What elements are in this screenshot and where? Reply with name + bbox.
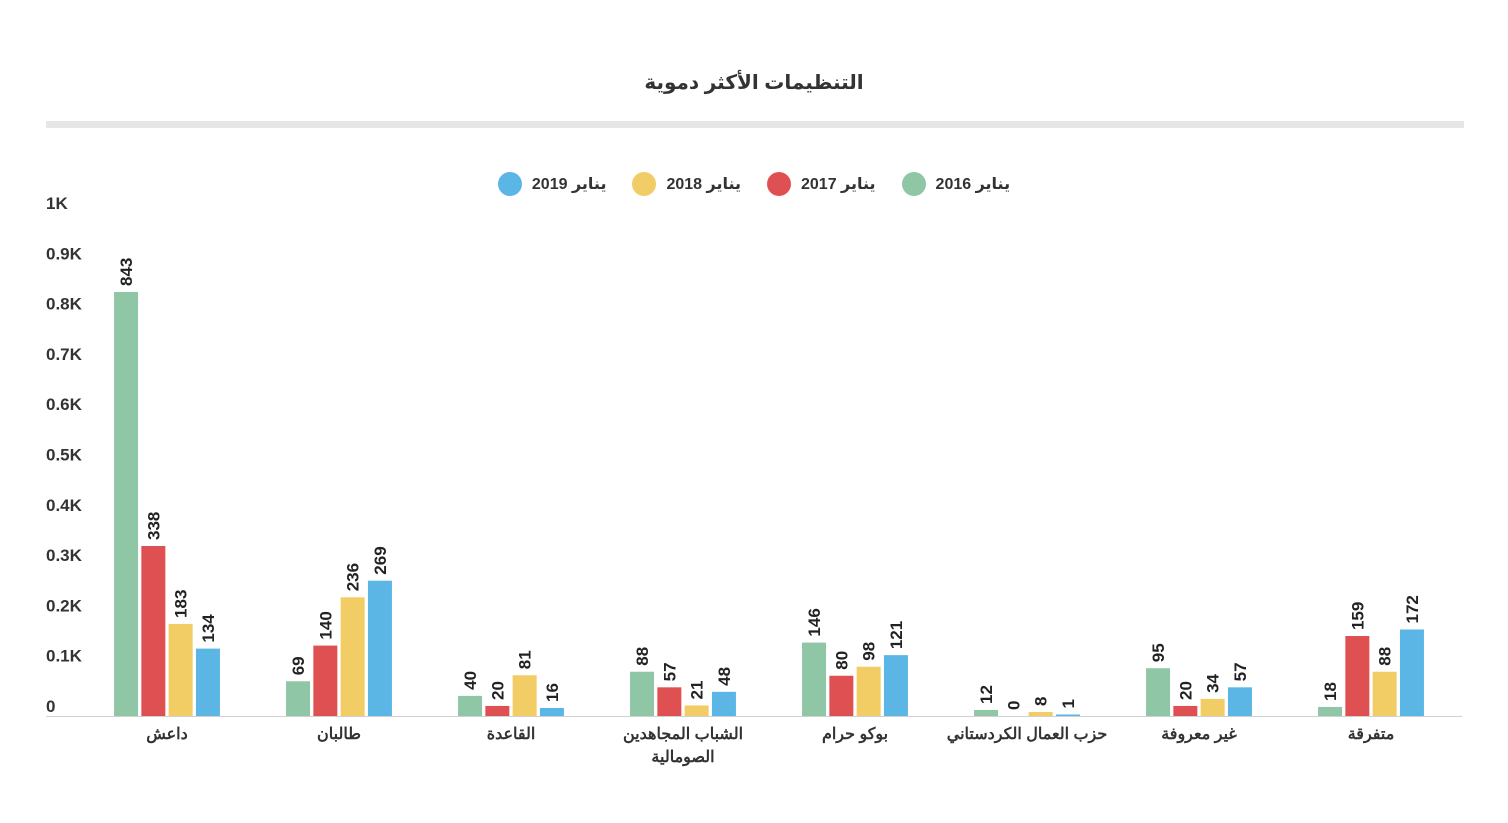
data-label: 140 bbox=[316, 611, 335, 639]
bar[interactable] bbox=[1318, 706, 1343, 716]
data-label: 21 bbox=[688, 681, 707, 700]
legend-marker bbox=[632, 172, 657, 196]
data-label: 146 bbox=[805, 608, 824, 636]
bar[interactable] bbox=[367, 580, 392, 716]
y-tick-label: 0 bbox=[46, 697, 55, 716]
x-tick-label: متفرقة bbox=[1348, 726, 1395, 744]
y-tick-label: 0.7K bbox=[46, 345, 83, 364]
bar[interactable] bbox=[856, 666, 881, 716]
legend-marker bbox=[497, 172, 522, 196]
y-tick-label: 0.6K bbox=[46, 395, 83, 414]
data-label: 69 bbox=[289, 656, 308, 675]
bar[interactable] bbox=[829, 675, 854, 716]
bar[interactable] bbox=[286, 681, 311, 716]
legend-item-2017[interactable]: يناير 2017 bbox=[767, 172, 876, 196]
data-label: 8 bbox=[1032, 697, 1051, 706]
bar[interactable] bbox=[974, 709, 999, 716]
bar[interactable] bbox=[195, 648, 220, 716]
x-tick-label: طالبان bbox=[317, 726, 361, 743]
y-tick-label: 0.2K bbox=[46, 596, 83, 615]
bar[interactable] bbox=[1028, 711, 1053, 716]
data-label: 159 bbox=[1348, 602, 1367, 630]
data-label: 12 bbox=[977, 685, 996, 704]
x-tick-label: القاعدة bbox=[487, 726, 536, 743]
legend-label: يناير 2017 bbox=[801, 176, 876, 193]
x-tick-label: بوكو حرام bbox=[822, 726, 888, 744]
bar[interactable] bbox=[711, 691, 736, 716]
bar[interactable] bbox=[1055, 714, 1080, 717]
bar[interactable] bbox=[340, 597, 365, 716]
bar[interactable] bbox=[168, 623, 193, 716]
data-label: 98 bbox=[860, 642, 879, 661]
bar[interactable] bbox=[141, 545, 166, 716]
data-label: 80 bbox=[832, 651, 851, 670]
bar[interactable] bbox=[1200, 698, 1225, 716]
data-label: 57 bbox=[660, 662, 679, 681]
data-label: 40 bbox=[461, 671, 480, 690]
chart-legend: يناير 2016 يناير 2017 يناير 2018 يناير 2… bbox=[0, 172, 1508, 196]
legend-label: يناير 2019 bbox=[531, 176, 607, 193]
data-label: 236 bbox=[344, 563, 363, 591]
bar[interactable] bbox=[1146, 668, 1171, 716]
data-label: 88 bbox=[633, 647, 652, 666]
bar[interactable] bbox=[684, 705, 709, 716]
data-label: 88 bbox=[1376, 647, 1395, 666]
y-tick-label: 0.1K bbox=[46, 647, 83, 666]
x-tick-label: الصومالية bbox=[651, 749, 714, 767]
x-tick-label: داعش bbox=[146, 726, 188, 744]
data-label: 95 bbox=[1149, 643, 1168, 662]
legend-marker bbox=[767, 172, 791, 196]
data-label: 172 bbox=[1403, 595, 1422, 623]
data-label: 20 bbox=[488, 681, 507, 700]
data-label: 18 bbox=[1321, 682, 1340, 701]
bar[interactable] bbox=[802, 642, 827, 716]
bar[interactable] bbox=[630, 671, 655, 716]
bar[interactable] bbox=[485, 705, 510, 716]
bar[interactable] bbox=[657, 687, 682, 716]
bar[interactable] bbox=[1372, 671, 1397, 716]
x-tick-label: حزب العمال الكردستاني bbox=[947, 726, 1108, 744]
chart-title: التنظيمات الأكثر دموية bbox=[644, 72, 864, 94]
data-label: 20 bbox=[1176, 681, 1195, 700]
bar[interactable] bbox=[512, 675, 537, 716]
data-label: 269 bbox=[371, 546, 390, 574]
data-label: 57 bbox=[1231, 662, 1250, 681]
data-label: 183 bbox=[172, 590, 191, 618]
y-tick-label: 1K bbox=[46, 194, 68, 213]
legend-marker bbox=[901, 172, 926, 196]
legend-item-2016[interactable]: يناير 2016 bbox=[901, 172, 1011, 196]
data-label: 0 bbox=[1004, 701, 1023, 710]
bar[interactable] bbox=[1173, 705, 1198, 716]
bar[interactable] bbox=[1399, 629, 1424, 716]
legend-item-2019[interactable]: يناير 2019 bbox=[497, 172, 607, 196]
data-label: 1 bbox=[1059, 699, 1078, 708]
data-label: 338 bbox=[144, 512, 163, 540]
data-label: 121 bbox=[887, 621, 906, 649]
bar[interactable] bbox=[313, 645, 338, 716]
bar[interactable] bbox=[539, 707, 564, 716]
y-tick-label: 0.9K bbox=[46, 244, 83, 263]
legend-label: يناير 2018 bbox=[666, 176, 741, 193]
data-label: 48 bbox=[715, 667, 734, 686]
data-label: 134 bbox=[199, 614, 218, 643]
y-tick-label: 0.4K bbox=[46, 496, 83, 515]
x-tick-label: الشباب المجاهدين bbox=[623, 726, 743, 744]
bar[interactable] bbox=[1345, 636, 1370, 716]
data-label: 843 bbox=[117, 258, 136, 286]
x-tick-label: غير معروفة bbox=[1161, 726, 1237, 744]
bar[interactable] bbox=[883, 655, 908, 716]
y-tick-label: 0.3K bbox=[46, 546, 83, 565]
data-label: 34 bbox=[1204, 673, 1223, 692]
bar[interactable] bbox=[458, 695, 483, 716]
legend-item-2018[interactable]: يناير 2018 bbox=[632, 172, 741, 196]
bar[interactable] bbox=[114, 291, 139, 716]
y-tick-label: 0.8K bbox=[46, 295, 83, 314]
title-divider bbox=[46, 121, 1464, 128]
y-tick-label: 0.5K bbox=[46, 446, 83, 465]
data-label: 81 bbox=[516, 650, 535, 669]
legend-label: يناير 2016 bbox=[935, 176, 1011, 193]
data-label: 16 bbox=[543, 683, 562, 702]
bar[interactable] bbox=[1227, 687, 1252, 716]
